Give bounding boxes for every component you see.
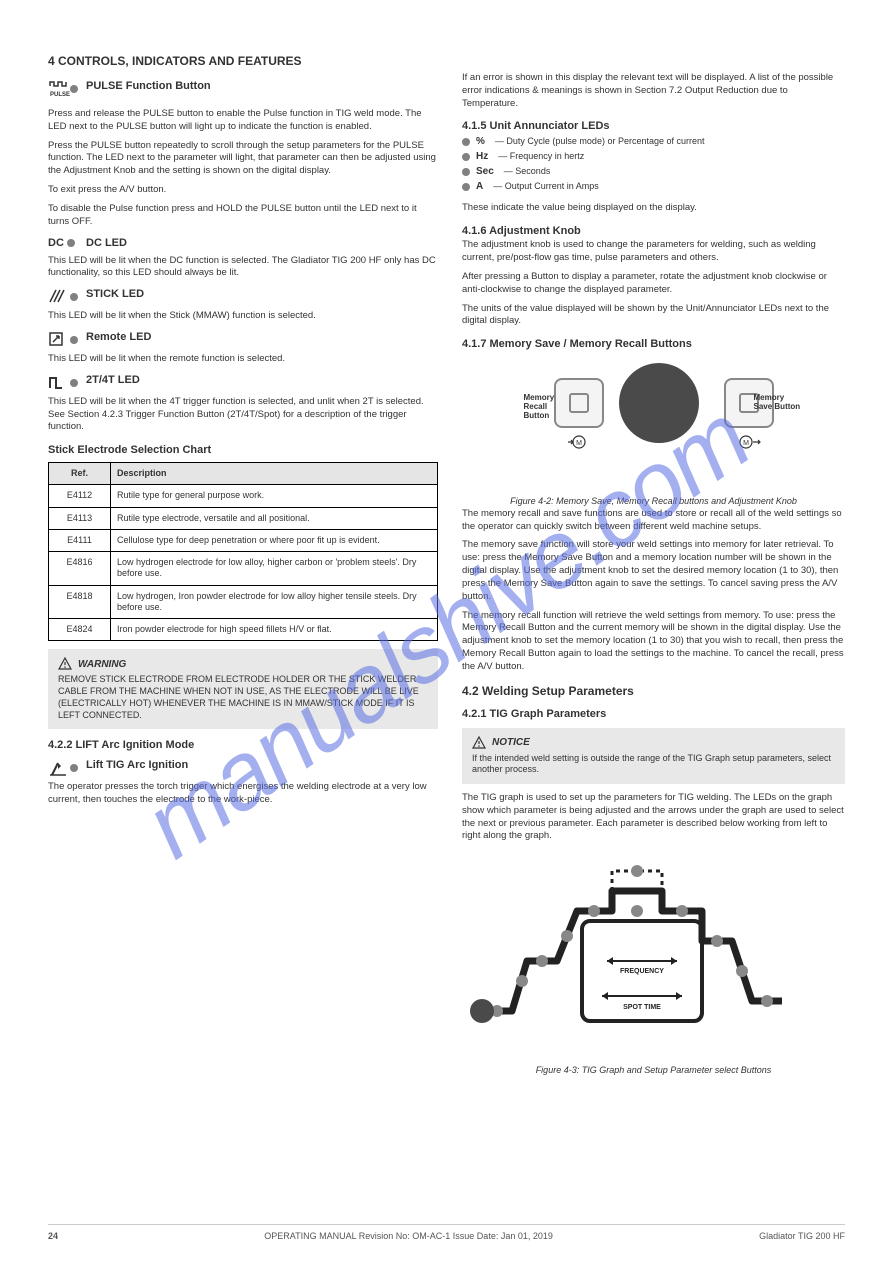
led-icon — [462, 168, 470, 176]
svg-text:SPOT TIME: SPOT TIME — [623, 1004, 661, 1011]
warning-icon — [472, 736, 486, 750]
svg-text:M: M — [743, 440, 749, 447]
unit-item: Sec— Seconds — [462, 164, 845, 179]
memory-body2: The memory save function will store your… — [462, 539, 845, 603]
lift-body: The operator presses the torch trigger w… — [48, 781, 438, 807]
trig-icon — [48, 374, 80, 392]
page-header: 4 CONTROLS, INDICATORS AND FEATURES — [48, 54, 845, 68]
led-icon — [462, 138, 470, 146]
knob-body3: The units of the value displayed will be… — [462, 303, 845, 329]
right-column: If an error is shown in this display the… — [462, 72, 845, 1222]
memory-fig-caption: Figure 4-2: Memory Save, Memory Recall b… — [462, 496, 845, 508]
annunc-heading: 4.1.5 Unit Annunciator LEDs — [462, 120, 845, 132]
unit-item: Hz— Frequency in hertz — [462, 149, 845, 164]
right-intro: If an error is shown in this display the… — [462, 72, 845, 110]
memory-recall-button[interactable] — [554, 378, 604, 428]
stick-body: This LED will be lit when the Stick (MMA… — [48, 310, 438, 323]
warn-title: WARNING — [78, 658, 126, 671]
pulse-title: PULSE Function Button — [86, 80, 438, 92]
remote-icon — [48, 331, 80, 349]
stick-section: STICK LED — [48, 288, 438, 306]
notice-body: If the intended weld setting is outside … — [472, 753, 835, 776]
dc-body: This LED will be lit when the DC functio… — [48, 255, 438, 281]
mem-recall-label: Memory Recall Button — [524, 393, 554, 420]
table-caption: Stick Electrode Selection Chart — [48, 444, 438, 456]
notice-title: NOTICE — [492, 736, 530, 749]
footer-right: Gladiator TIG 200 HF — [759, 1231, 845, 1241]
knob-heading: 4.1.6 Adjustment Knob — [462, 225, 845, 237]
lift-heading: 4.2.2 LIFT Arc Ignition Mode — [48, 739, 438, 751]
memory-body3: The memory recall function will retrieve… — [462, 610, 845, 674]
pulse-body4: To disable the Pulse function press and … — [48, 203, 438, 229]
pulse-body3: To exit press the A/V button. — [48, 184, 438, 197]
stick-title: STICK LED — [86, 288, 438, 300]
unit-list: %— Duty Cycle (pulse mode) or Percentage… — [462, 134, 845, 194]
footer-center: OPERATING MANUAL Revision No: OM-AC-1 Is… — [264, 1231, 553, 1241]
trig-body: This LED will be lit when the 4T trigger… — [48, 396, 438, 434]
memory-figure: M M Memory Recall Button Memory Save But… — [524, 358, 784, 488]
save-glyph-icon: M — [736, 432, 762, 452]
mem-save-label: Memory Save Button — [754, 393, 804, 411]
dc-icon: DC — [48, 237, 80, 249]
led-icon — [462, 183, 470, 191]
memory-heading: 4.1.7 Memory Save / Memory Recall Button… — [462, 338, 845, 350]
warn-body: REMOVE STICK ELECTRODE FROM ELECTRODE HO… — [58, 674, 428, 721]
remote-body: This LED will be lit when the remote fun… — [48, 353, 438, 366]
led-icon — [462, 153, 470, 161]
dc-title: DC LED — [86, 237, 438, 249]
adjustment-knob[interactable] — [619, 363, 699, 443]
tig-body: The TIG graph is used to set up the para… — [462, 792, 845, 843]
setup-heading: 4.2 Welding Setup Parameters — [462, 684, 845, 698]
trig-section: 2T/4T LED — [48, 374, 438, 392]
unit-item: A— Output Current in Amps — [462, 179, 845, 194]
pulse-body1: Press and release the PULSE button to en… — [48, 108, 438, 134]
table-row: E4112Rutile type for general purpose wor… — [49, 485, 438, 507]
th-desc: Description — [111, 463, 438, 485]
footer-pageno: 24 — [48, 1231, 58, 1241]
lift-title: Lift TIG Arc Ignition — [86, 759, 438, 771]
svg-text:FREQUENCY: FREQUENCY — [620, 968, 664, 975]
pulse-section: PULSE PULSE Function Button — [48, 80, 438, 104]
svg-text:PULSE: PULSE — [50, 92, 70, 98]
tig-fig-caption: Figure 4-3: TIG Graph and Setup Paramete… — [462, 1065, 845, 1077]
stick-warning: WARNING REMOVE STICK ELECTRODE FROM ELEC… — [48, 649, 438, 729]
dc-section: DC DC LED — [48, 237, 438, 251]
knob-body: The adjustment knob is used to change th… — [462, 239, 845, 265]
table-row: E4111Cellulose type for deep penetration… — [49, 529, 438, 551]
annunc-body: These indicate the value being displayed… — [462, 202, 845, 215]
lift-tig-icon — [48, 759, 80, 777]
pulse-body2: Press the PULSE button repeatedly to scr… — [48, 140, 438, 178]
page-columns: PULSE PULSE Function Button Press and re… — [48, 72, 845, 1222]
unit-item: %— Duty Cycle (pulse mode) or Percentage… — [462, 134, 845, 149]
knob-body2: After pressing a Button to display a par… — [462, 271, 845, 297]
pulse-icon: PULSE — [48, 80, 80, 104]
left-column: PULSE PULSE Function Button Press and re… — [48, 72, 438, 1222]
lift-section: Lift TIG Arc Ignition — [48, 759, 438, 777]
table-row: E4824Iron powder electrode for high spee… — [49, 619, 438, 641]
table-row: E4818Low hydrogen, Iron powder electrode… — [49, 585, 438, 619]
tig-notice: NOTICE If the intended weld setting is o… — [462, 728, 845, 784]
electrode-table: Ref. Description E4112Rutile type for ge… — [48, 462, 438, 641]
tig-graph-figure: FREQUENCY SPOT TIME — [462, 851, 822, 1061]
stick-icon — [48, 288, 80, 306]
table-row: E4113Rutile type electrode, versatile an… — [49, 507, 438, 529]
svg-text:M: M — [576, 440, 582, 447]
recall-glyph-icon: M — [566, 432, 592, 452]
th-ref: Ref. — [49, 463, 111, 485]
setup-tig-heading: 4.2.1 TIG Graph Parameters — [462, 708, 845, 720]
table-row: E4816Low hydrogen electrode for low allo… — [49, 552, 438, 586]
warning-icon — [58, 657, 72, 671]
memory-body1: The memory recall and save functions are… — [462, 508, 845, 534]
remote-section: Remote LED — [48, 331, 438, 349]
trig-title: 2T/4T LED — [86, 374, 438, 386]
page-footer: 24 OPERATING MANUAL Revision No: OM-AC-1… — [48, 1224, 845, 1241]
remote-title: Remote LED — [86, 331, 438, 343]
